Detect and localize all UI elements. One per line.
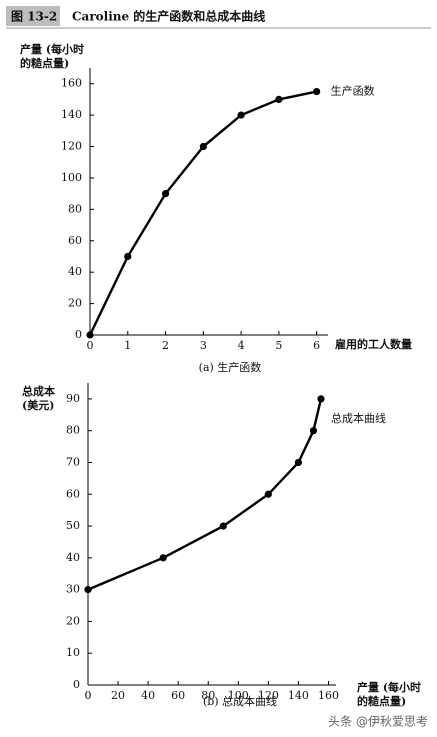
x-tick-label: 120 <box>258 689 279 702</box>
data-point <box>161 190 170 198</box>
y-tick-label: 60 <box>66 487 80 500</box>
data-point <box>237 111 245 119</box>
x-axis-label: 的糙点量) <box>357 694 406 708</box>
data-point <box>264 490 272 498</box>
y-tick-label: 160 <box>61 77 82 90</box>
x-tick-label: 160 <box>318 689 339 702</box>
data-point <box>309 427 318 435</box>
data-point <box>219 522 227 530</box>
x-tick-label: 140 <box>288 689 309 702</box>
data-point <box>84 586 92 594</box>
data-point <box>317 395 325 403</box>
series-label: 总成本曲线 <box>331 411 386 425</box>
x-tick-label: 100 <box>228 689 249 702</box>
series-label: 生产函数 <box>331 84 375 98</box>
y-tick-label: 80 <box>68 202 82 215</box>
y-tick-label: 100 <box>61 171 82 184</box>
x-tick-label: 1 <box>124 339 131 352</box>
x-tick-label: 60 <box>171 689 185 702</box>
y-tick-label: 0 <box>73 678 80 691</box>
y-axis-label: 产量 (每小时 <box>20 42 84 56</box>
data-point <box>294 458 303 467</box>
y-tick-label: 10 <box>66 646 80 659</box>
x-tick-label: 0 <box>87 339 94 352</box>
y-tick-label: 40 <box>66 551 80 564</box>
x-tick-label: 80 <box>201 689 215 702</box>
x-tick-label: 6 <box>313 339 320 352</box>
x-tick-label: 5 <box>275 339 282 352</box>
y-tick-label: 60 <box>68 234 82 247</box>
data-line <box>87 398 323 591</box>
y-tick-label: 90 <box>66 392 80 405</box>
y-tick-label: 120 <box>61 140 82 153</box>
y-tick-label: 0 <box>75 328 82 341</box>
data-point <box>313 87 321 96</box>
data-point <box>86 331 94 339</box>
y-tick-label: 20 <box>66 614 80 627</box>
y-tick-label: 20 <box>68 297 82 310</box>
x-tick-label: 3 <box>200 339 207 352</box>
x-axis-label: 产量 (每小时 <box>357 680 421 694</box>
data-line <box>88 90 317 336</box>
data-point <box>124 252 132 261</box>
y-tick-label: 40 <box>68 265 82 278</box>
y-tick-label: 30 <box>66 583 80 596</box>
figure-number: 图 13-2 <box>11 10 57 24</box>
chart-caption: (b) 总成本曲线 <box>203 694 277 708</box>
y-axis-label: 的糙点量) <box>20 56 69 70</box>
x-tick-label: 20 <box>111 689 125 702</box>
data-point <box>275 95 283 104</box>
figure-label-box <box>6 6 60 26</box>
chart-caption: (a) 生产函数 <box>199 360 262 374</box>
y-tick-label: 70 <box>66 455 80 468</box>
y-tick-label: 80 <box>66 424 80 437</box>
x-tick-label: 4 <box>238 339 245 352</box>
watermark: 头条 @伊秋爱思考 <box>328 715 428 729</box>
data-point <box>159 554 167 562</box>
x-axis-label: 雇用的工人数量 <box>335 337 412 351</box>
x-tick-label: 2 <box>162 339 169 352</box>
y-axis-label: (美元) <box>22 398 54 412</box>
data-point <box>199 142 207 151</box>
y-tick-label: 50 <box>66 519 80 532</box>
y-tick-label: 140 <box>61 108 82 121</box>
x-tick-label: 40 <box>141 689 155 702</box>
figure-title: Caroline 的生产函数和总成本曲线 <box>72 9 265 24</box>
y-axis-label: 总成本 <box>22 384 55 398</box>
x-tick-label: 0 <box>85 689 92 702</box>
